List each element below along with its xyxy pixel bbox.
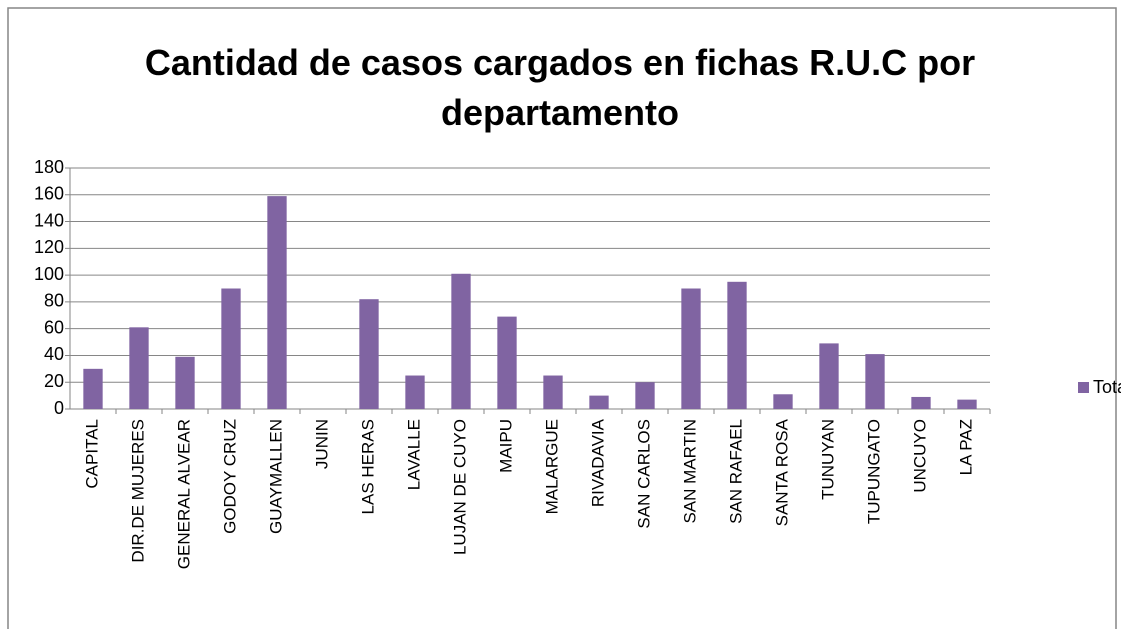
x-tick-label: GENERAL ALVEAR	[174, 419, 193, 569]
y-tick-label: 100	[34, 264, 64, 284]
bar	[727, 281, 747, 409]
x-tick-label: SAN CARLOS	[634, 419, 653, 529]
bar	[681, 288, 701, 409]
bar	[543, 375, 563, 409]
x-tick-label: LAS HERAS	[358, 419, 377, 514]
x-tick-label: LAVALLE	[404, 419, 423, 490]
legend-swatch	[1078, 382, 1089, 393]
y-tick-label: 20	[44, 371, 64, 391]
y-tick-label: 60	[44, 317, 64, 337]
x-tick-label: SANTA ROSA	[772, 418, 791, 526]
x-tick-label: SAN MARTIN	[680, 419, 699, 524]
bar	[83, 368, 103, 409]
x-tick-label: TUPUNGATO	[864, 419, 883, 524]
y-tick-label: 80	[44, 291, 64, 311]
x-tick-label: LA PAZ	[956, 419, 975, 475]
x-tick-label: GUAYMALLEN	[266, 419, 285, 534]
bar	[405, 375, 425, 409]
bar	[129, 327, 149, 409]
x-tick-label: DIR.DE MUJERES	[128, 419, 147, 563]
x-tick-label: CAPITAL	[82, 419, 101, 489]
y-tick-label: 120	[34, 237, 64, 257]
x-tick-label: RIVADAVIA	[588, 418, 607, 507]
chart-title: Cantidad de casos cargados en fichas R.U…	[144, 42, 976, 133]
x-tick-label: UNCUYO	[910, 419, 929, 493]
y-tick-label: 40	[44, 344, 64, 364]
bar	[267, 196, 287, 409]
y-tick-label: 0	[54, 398, 64, 418]
bar	[819, 343, 839, 409]
x-tick-label: MALARGUE	[542, 419, 561, 514]
bar	[359, 299, 379, 409]
x-tick-label: JUNIN	[312, 419, 331, 469]
x-tick-label: TUNUYAN	[818, 419, 837, 500]
bar	[221, 288, 241, 409]
chart-border	[7, 7, 1117, 629]
bar	[911, 396, 931, 409]
x-tick-label: GODOY CRUZ	[220, 419, 239, 534]
bar	[865, 354, 885, 409]
bar	[175, 356, 195, 409]
bar	[589, 395, 609, 409]
bar	[497, 316, 517, 409]
x-tick-label: MAIPU	[496, 419, 515, 473]
x-tick-label: LUJAN DE CUYO	[450, 419, 469, 555]
y-tick-label: 160	[34, 184, 64, 204]
y-tick-label: 140	[34, 210, 64, 230]
bar	[451, 273, 471, 409]
legend-label: Total	[1093, 377, 1121, 397]
bar	[957, 399, 977, 409]
bar	[635, 382, 655, 409]
bar	[773, 394, 793, 409]
x-tick-label: SAN RAFAEL	[726, 419, 745, 524]
y-tick-label: 180	[34, 157, 64, 177]
